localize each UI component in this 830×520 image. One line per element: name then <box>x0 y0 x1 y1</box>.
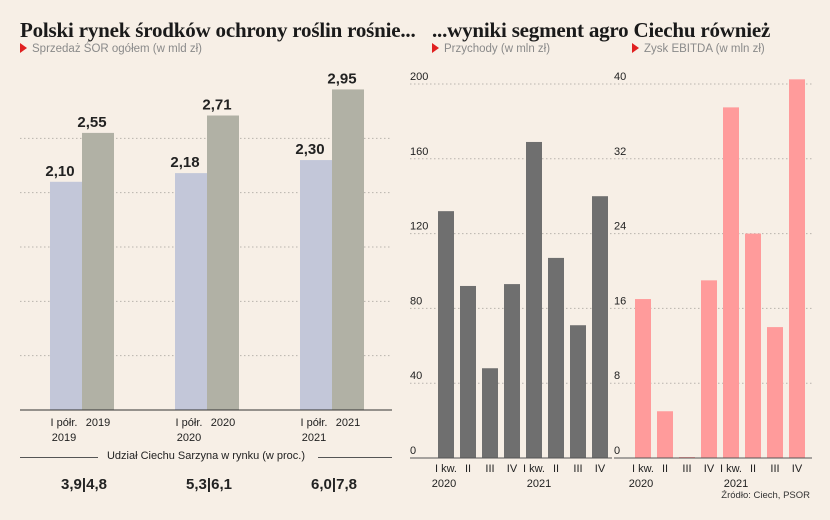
y-tick-label: 32 <box>614 146 626 158</box>
bar-first-half-2019 <box>50 181 82 410</box>
y-tick-label: 40 <box>410 370 422 382</box>
triangle-marker-icon <box>20 43 27 53</box>
x-tick-label: 2019 <box>52 432 76 444</box>
y-tick-label: 80 <box>410 295 422 307</box>
ebitda-bar <box>701 280 717 458</box>
data-label: 2,10 <box>45 163 74 180</box>
bar-full-year-2020 <box>207 115 239 410</box>
market-share-2020: 5,3|6,1 <box>186 476 232 493</box>
x-tick-label: I kw. <box>632 463 654 475</box>
x-tick-label: I półr. <box>176 417 203 429</box>
ebitda-bar <box>635 299 651 458</box>
year-label: 2021 <box>527 478 551 490</box>
y-tick-label: 8 <box>614 370 620 382</box>
bar-full-year-2019 <box>82 132 114 410</box>
share-divider-left <box>20 457 98 458</box>
ebitda-bar <box>789 79 805 458</box>
year-label: 2021 <box>724 478 748 490</box>
bar-first-half-2020 <box>175 173 207 410</box>
x-tick-label: 2020 <box>211 417 235 429</box>
x-tick-label: I kw. <box>435 463 457 475</box>
data-label: 2,30 <box>295 141 324 158</box>
data-label: 2,95 <box>327 70 356 87</box>
x-tick-label: I półr. <box>301 417 328 429</box>
ebitda-bar <box>767 327 783 458</box>
ebitda-bar <box>723 107 739 458</box>
x-tick-label: III <box>485 463 494 475</box>
data-label: 2,18 <box>170 154 199 171</box>
data-label: 2,71 <box>202 97 231 114</box>
revenue-bar <box>482 368 498 458</box>
market-share-2021: 6,0|7,8 <box>311 476 357 493</box>
triangle-marker-icon <box>432 43 439 53</box>
x-tick-label: II <box>750 463 756 475</box>
share-divider-right <box>318 457 392 458</box>
x-tick-label: II <box>553 463 559 475</box>
y-tick-label: 0 <box>614 445 620 457</box>
year-label: 2020 <box>629 478 653 490</box>
market-share-2019: 3,9|4,8 <box>61 476 107 493</box>
y-tick-label: 120 <box>410 221 428 233</box>
subtitle-ebitda-text: Zysk EBITDA (w mln zł) <box>644 43 765 55</box>
year-label: 2020 <box>432 478 456 490</box>
subtitle-ebitda: Zysk EBITDA (w mln zł) <box>632 43 765 55</box>
x-tick-label: 2021 <box>336 417 360 429</box>
subtitle-market-sales-text: Sprzedaż ŚOR ogółem (w mld zł) <box>32 43 202 55</box>
chart-title-market: Polski rynek środków ochrony roślin rośn… <box>20 18 416 42</box>
revenue-bar <box>460 285 476 458</box>
x-tick-label: 2021 <box>302 432 326 444</box>
chart-title-agro: ...wyniki segment agro Ciechu również <box>432 18 771 42</box>
data-label: 2,55 <box>77 114 106 131</box>
x-tick-label: I półr. <box>51 417 78 429</box>
subtitle-revenue-text: Przychody (w mln zł) <box>444 43 551 55</box>
x-tick-label: 2019 <box>86 417 110 429</box>
revenue-bar <box>548 257 564 458</box>
x-tick-label: IV <box>704 463 715 475</box>
x-tick-label: III <box>682 463 691 475</box>
y-tick-label: 200 <box>410 71 428 83</box>
revenue-bar <box>526 141 542 458</box>
x-tick-label: I kw. <box>720 463 742 475</box>
triangle-marker-icon <box>632 43 639 53</box>
market-share-heading: Udział Ciechu Sarzyna w rynku (w proc.) <box>106 450 306 462</box>
ebitda-bar <box>657 411 673 458</box>
revenue-bar <box>504 284 520 458</box>
x-tick-label: III <box>573 463 582 475</box>
y-tick-label: 160 <box>410 146 428 158</box>
y-tick-label: 24 <box>614 221 626 233</box>
ebitda-bar <box>745 233 761 458</box>
y-tick-label: 0 <box>410 445 416 457</box>
x-tick-label: 2020 <box>177 432 201 444</box>
y-tick-label: 16 <box>614 295 626 307</box>
bar-first-half-2021 <box>300 160 332 410</box>
x-tick-label: III <box>770 463 779 475</box>
revenue-bar <box>592 196 608 458</box>
x-tick-label: II <box>662 463 668 475</box>
revenue-bar <box>570 325 586 458</box>
subtitle-revenue: Przychody (w mln zł) <box>432 43 550 55</box>
x-tick-label: IV <box>507 463 518 475</box>
x-tick-label: II <box>465 463 471 475</box>
revenue-bar <box>438 211 454 458</box>
bar-full-year-2021 <box>332 89 364 410</box>
y-tick-label: 40 <box>614 71 626 83</box>
x-tick-label: IV <box>792 463 803 475</box>
x-tick-label: I kw. <box>523 463 545 475</box>
subtitle-market-sales: Sprzedaż ŚOR ogółem (w mld zł) <box>20 43 202 55</box>
x-tick-label: IV <box>595 463 606 475</box>
source-note: Źródło: Ciech, PSOR <box>721 490 810 501</box>
